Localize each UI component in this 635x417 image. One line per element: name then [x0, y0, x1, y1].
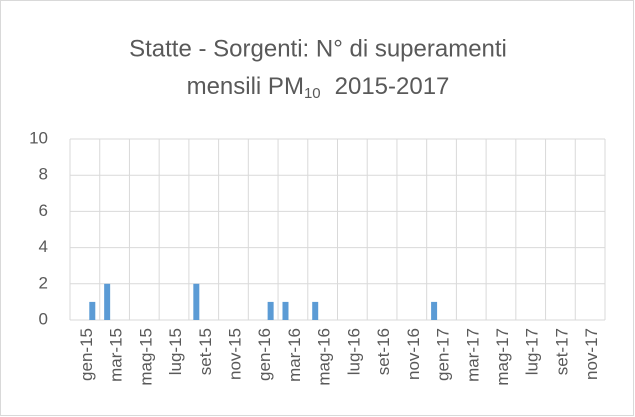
- x-tick-label: mag-17: [493, 328, 512, 386]
- x-tick-label: mar-16: [285, 328, 304, 382]
- x-tick-label: lug-17: [523, 328, 542, 375]
- bar: [267, 301, 274, 320]
- x-tick-label: nov-15: [226, 328, 245, 380]
- x-tick-label: set-15: [196, 328, 215, 375]
- title-part: mensili PM: [187, 73, 304, 100]
- bar: [312, 301, 319, 320]
- y-tick-label: 4: [39, 237, 48, 256]
- bar: [104, 283, 111, 320]
- x-tick-label: gen-15: [77, 328, 96, 381]
- x-tick-label: nov-17: [582, 328, 601, 380]
- bar: [89, 301, 96, 320]
- bar: [282, 301, 289, 320]
- x-tick-label: mar-15: [107, 328, 126, 382]
- x-tick-label: lug-15: [166, 328, 185, 375]
- title-part: 2015-2017: [335, 73, 450, 100]
- x-tick-label: mag-16: [315, 328, 334, 386]
- chart-title: mensili PM10 2015-2017: [187, 73, 450, 102]
- chart-title: Statte - Sorgenti: N° di superamenti: [129, 35, 507, 62]
- x-tick-label: gen-16: [255, 328, 274, 381]
- x-tick-label: gen-17: [434, 328, 453, 381]
- x-tick-label: mar-17: [463, 328, 482, 382]
- y-tick-label: 6: [39, 201, 48, 220]
- bar: [431, 301, 438, 320]
- x-tick-label: set-16: [374, 328, 393, 375]
- x-tick-label: mag-15: [136, 328, 155, 386]
- x-tick-label: set-17: [552, 328, 571, 375]
- bar: [193, 283, 200, 320]
- title-subscript: 10: [304, 85, 321, 102]
- y-tick-label: 10: [29, 128, 48, 147]
- x-tick-label: nov-16: [404, 328, 423, 380]
- y-tick-label: 2: [39, 273, 48, 292]
- y-tick-label: 8: [39, 165, 48, 184]
- x-tick-label: lug-16: [344, 328, 363, 375]
- y-tick-label: 0: [39, 309, 48, 328]
